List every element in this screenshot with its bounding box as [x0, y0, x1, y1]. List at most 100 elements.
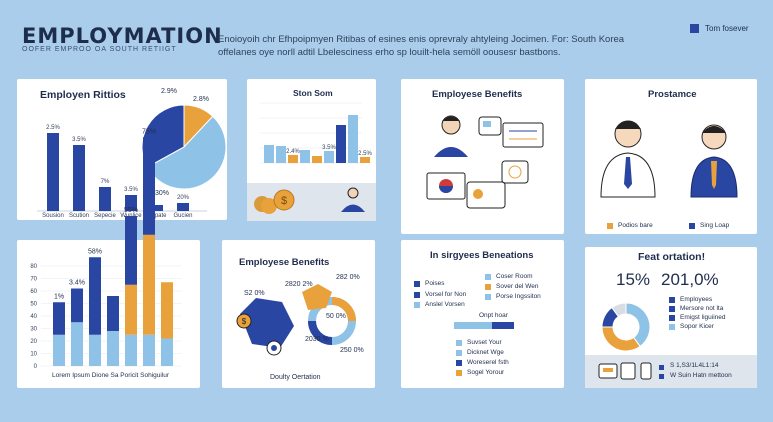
card7-progress-fill [492, 322, 514, 329]
c5-bar-label-0: 1% [54, 293, 64, 300]
card4-legend-1-label: Podios bare [618, 222, 653, 229]
card3-title: Employese Benefits [432, 89, 523, 100]
legend-swatch-dark [669, 296, 675, 303]
c1-bar-label-2: 7% [101, 179, 110, 185]
top-legend-label: Tom fosever [705, 24, 749, 33]
bullet-orange [485, 283, 491, 290]
coins-icon: $ [254, 189, 295, 214]
document-icon [620, 362, 636, 380]
card5-xlabel: Lorem Ipsum Dione Sa Poricit Sohiguilur [52, 372, 170, 379]
svg-text:$: $ [281, 195, 287, 207]
c1-bar-label-5: 20% [177, 195, 190, 201]
card-employment-ratios: Employen Rittios 2.5% Sousion 3.5% Scution 7… [17, 79, 227, 220]
card8-footer-1: S 1,S3/1L4L1:14 [670, 362, 719, 369]
c5-bar-4-0 [125, 334, 137, 366]
c2-bar-8 [360, 157, 370, 163]
card8-legend-1-label: Employees [680, 296, 713, 303]
c5-bar-0-0 [53, 334, 65, 366]
c5-bar-5-2 [143, 137, 155, 235]
c5-bar-label-5: 75% [142, 128, 156, 135]
c1-bar-3 [125, 195, 137, 211]
c2-bar-label-5: 3.5% [322, 145, 336, 151]
card7-list2-item3-label: Woreserel fsth [467, 359, 509, 366]
c1-pie-label-1: 2.8% [193, 96, 209, 103]
korean-flag-icon [426, 172, 466, 200]
card8-legend-2-label: Mersore not lta [680, 305, 724, 312]
description-line-2: offelanes oye norll adtil Lbelesciness e… [218, 47, 561, 58]
bullet-dark [414, 291, 420, 298]
card6-illustration: $ [236, 284, 356, 356]
card1-chart: 2.5%Sousion3.5%Scution7%Sepecie3.5%Wunli… [37, 88, 227, 219]
c2-bar-label-8: 2.5% [358, 151, 372, 157]
card1-title: Employen Rittios [40, 89, 126, 101]
card8-legend-3-label: Emigst liguiined [680, 314, 726, 321]
c5-bar-2-2 [89, 257, 101, 335]
bullet-dark [414, 280, 420, 287]
card8-footer-icons [598, 362, 664, 380]
c1-tick-5: Gucien [173, 213, 192, 219]
c5-bar-3-2 [107, 296, 119, 331]
card6-label-4: 50 0% [326, 313, 346, 320]
card8-legend-4-label: Sopor Kicer [680, 323, 714, 330]
card7-list1-item1-label: Poises [425, 280, 445, 287]
card8-legend-2: Mersore not lta [669, 305, 723, 312]
card6-label-3: S2 0% [244, 290, 265, 297]
orange-hexagon-icon [302, 284, 332, 310]
card-ston-som: Ston Som 2.4% 3.5% 2.5% $ [247, 79, 376, 221]
card4-legend-2: Sing Loap [689, 222, 729, 229]
c5-ytick-3: 30 [30, 327, 37, 333]
c1-bar-4 [151, 205, 163, 211]
c5-bar-5-0 [143, 334, 155, 366]
piggy-bank-icon [266, 340, 282, 356]
c2-bar-5 [324, 151, 334, 163]
card4-legend-2-label: Sing Loap [700, 222, 730, 229]
card-employee-benefits-bottom: Employese Benefits $ 282 0% 2820 2% S2 0… [222, 240, 375, 388]
card2-title: Ston Som [293, 88, 333, 98]
id-card-icon [466, 181, 506, 209]
card8-title: Feat ortation! [638, 251, 706, 263]
c8-donut-slice-3 [611, 302, 627, 318]
bullet-light [485, 293, 491, 300]
bullet-light [456, 349, 462, 356]
legend-swatch-dark [669, 305, 675, 312]
card2-chart: 2.4% 3.5% 2.5% [260, 102, 372, 164]
card8-chart [601, 302, 651, 352]
c2-bar-4 [312, 156, 322, 163]
network-diagram-icon [502, 122, 544, 148]
card7-bar-label: Onpt hoar [479, 312, 508, 319]
card4-illustration [600, 120, 738, 198]
c1-tick-1: Scution [69, 213, 89, 219]
card7-list2-item2: Dicknet Wge [456, 349, 504, 356]
card6-label-2: 2820 2% [285, 281, 313, 288]
card3-illustration [426, 115, 544, 209]
card6-label-5: 2030 % [305, 336, 329, 343]
c5-ytick-1: 10 [30, 352, 37, 358]
target-icon [501, 160, 529, 184]
legend-swatch-dark [669, 314, 675, 321]
bullet-light [414, 301, 420, 308]
c1-tick-0: Sousion [42, 213, 64, 219]
c1-bar-label-0: 2.5% [46, 125, 60, 131]
header-description: Enoioyoih chr Efhpoipmyen Ritibas of esi… [218, 33, 638, 59]
businessman-icon [434, 115, 468, 157]
c1-bar-0 [47, 133, 59, 211]
bullet-light [485, 273, 491, 280]
card7-list2-item3: Woreserel fsth [456, 359, 509, 366]
c2-bar-7 [348, 115, 358, 163]
card7-list1b-item2: Sover del Wen [485, 283, 539, 290]
bullet-dark [456, 359, 462, 366]
c1-tick-4: Sepate [147, 213, 167, 219]
c1-pie-label-0: 2.9% [161, 88, 177, 95]
description-line-1: Enoioyoih chr Efhpoipmyen Ritibas of esi… [218, 34, 625, 45]
card7-list2-item2-label: Dicknet Wge [467, 349, 504, 356]
c1-bar-2 [99, 187, 111, 211]
c5-bar-0-2 [53, 302, 65, 335]
card6-title: Employese Benefits [239, 257, 330, 268]
card-employee-benefits-top: Employese Benefits [401, 79, 564, 234]
c5-bar-6-1 [161, 282, 173, 339]
card-sirgyees-beneations: In sirgyees Beneations Poises Vorsel for… [401, 240, 564, 388]
c1-tick-2: Sepecie [94, 213, 116, 219]
card8-legend-4: Sopor Kicer [669, 323, 714, 330]
card7-list2-item1-label: Suvset Your [467, 339, 502, 346]
page-title: EMPLOYMATION [22, 24, 223, 48]
